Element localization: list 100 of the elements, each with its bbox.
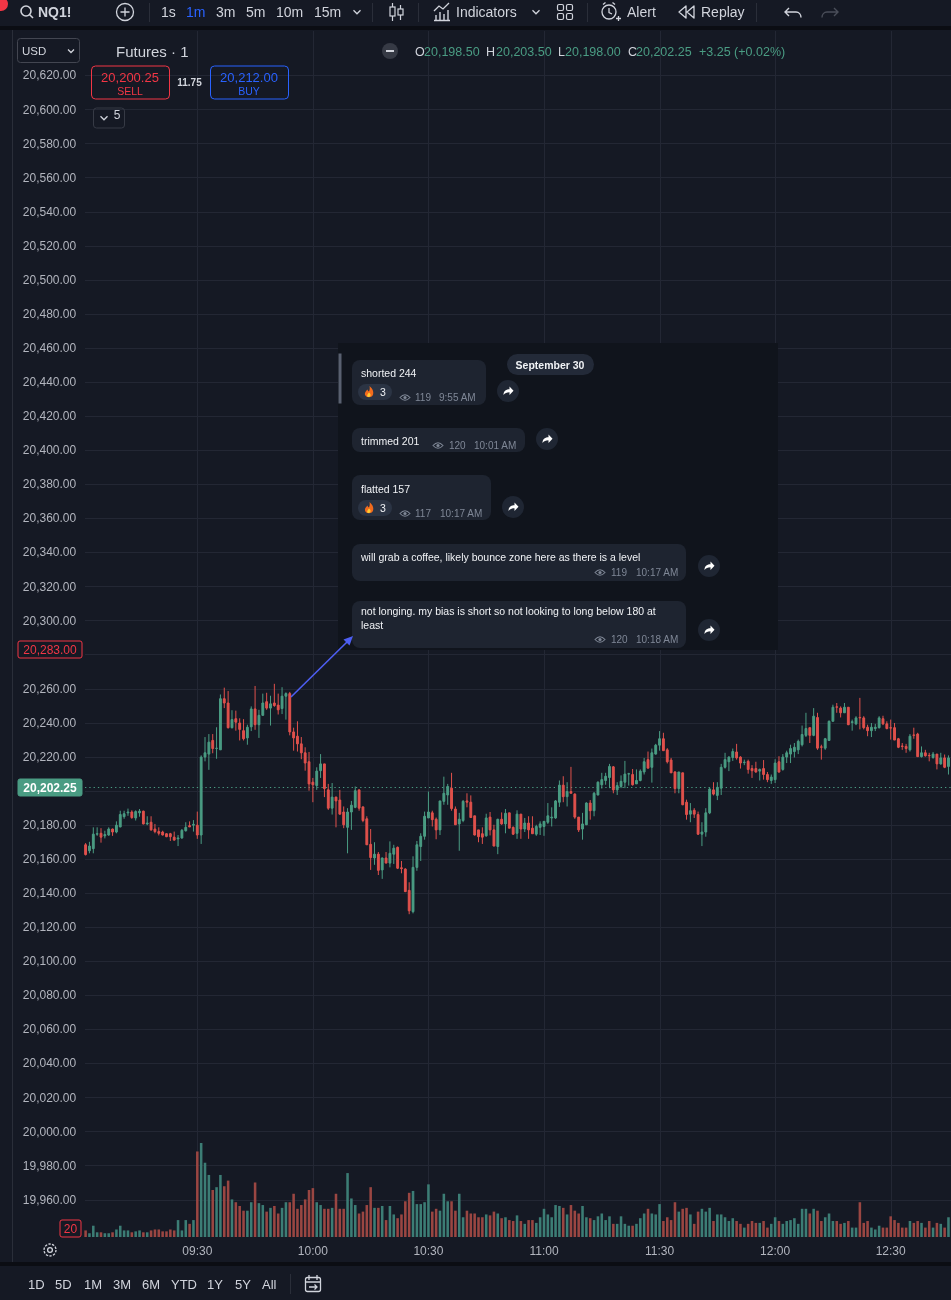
candlestick (943, 754, 947, 769)
bar (165, 1231, 168, 1237)
candlestick (111, 828, 114, 837)
bar (192, 1220, 195, 1237)
bar (627, 1225, 631, 1237)
candlestick (84, 842, 88, 856)
candlestick (931, 751, 935, 760)
candlestick (103, 830, 107, 839)
y-tick-label: 20,380.00 (22, 477, 77, 492)
bar (115, 1229, 118, 1237)
y-tick-label: 20,300.00 (22, 613, 77, 628)
y-tick-label: 20,180.00 (22, 817, 77, 832)
candlestick (646, 751, 650, 769)
candlestick (939, 752, 943, 766)
candlestick (565, 781, 569, 807)
candlestick (392, 844, 396, 865)
y-tick-label: 20,520.00 (22, 238, 77, 253)
bar (523, 1223, 527, 1237)
candlestick (534, 824, 538, 837)
candlestick (519, 813, 523, 840)
bar (743, 1227, 746, 1237)
y-tick-label: 20,500.00 (22, 272, 77, 287)
bar (431, 1211, 434, 1237)
annotation: 117 (415, 508, 432, 519)
text: Alert (627, 4, 656, 20)
text: 20,283.00 (23, 642, 78, 657)
annotation: will grab a coffee, likely bounce zone here as there is a level (360, 551, 641, 563)
candlestick (839, 705, 843, 718)
bar (916, 1221, 919, 1237)
y-tick-label: 20,560.00 (22, 170, 77, 185)
bar (893, 1220, 896, 1237)
bar (558, 1205, 561, 1237)
candlestick (812, 707, 816, 737)
candlestick (242, 718, 245, 741)
text: NQ1! (38, 4, 72, 20)
candlestick (688, 802, 692, 823)
annotation: 120 (449, 440, 467, 451)
candlestick (145, 815, 149, 826)
bar (184, 1220, 188, 1237)
bar (142, 1232, 145, 1237)
bar (477, 1217, 480, 1237)
text: Replay (701, 4, 745, 20)
candlestick (373, 841, 376, 866)
annotation: trimmed 201 (361, 435, 420, 447)
candlestick (881, 715, 885, 726)
y-tick-label: 20,220.00 (22, 749, 77, 764)
candlestick (396, 846, 400, 870)
bar (789, 1220, 792, 1237)
text: 20 (63, 1221, 78, 1236)
candlestick (384, 851, 388, 864)
y-tick-label: 20,020.00 (22, 1090, 77, 1105)
annotation: shorted 244 (361, 367, 417, 379)
bar (500, 1218, 503, 1237)
candlestick (99, 827, 103, 844)
annotation: L (558, 44, 565, 59)
candlestick (904, 743, 908, 754)
y-tick-label: 20,000.00 (22, 1124, 77, 1139)
bar (870, 1227, 873, 1237)
text: 1m (186, 4, 206, 20)
x-tick-label: 10:00 (297, 1243, 329, 1258)
annotation: 10:01 AM (474, 440, 517, 451)
bar (739, 1223, 742, 1237)
candlestick (746, 759, 750, 775)
candlestick (781, 753, 785, 772)
bar (396, 1218, 399, 1237)
y-tick-label: 20,540.00 (22, 204, 77, 219)
bar (939, 1223, 943, 1237)
candlestick (515, 809, 519, 840)
candlestick (496, 818, 500, 855)
annotation: 10:17 AM (440, 508, 483, 519)
annotation: 20,198.50 (424, 44, 480, 59)
candlestick (916, 732, 920, 758)
x-tick-label: 11:00 (529, 1243, 559, 1258)
bar (138, 1230, 141, 1237)
candlestick (523, 817, 527, 833)
candlestick (326, 783, 330, 811)
candlestick (91, 826, 95, 854)
bar (716, 1214, 719, 1237)
candlestick (561, 775, 565, 803)
candlestick (900, 742, 904, 751)
bar (897, 1222, 900, 1237)
candlestick (677, 771, 681, 794)
text: YTD (171, 1276, 197, 1292)
bar (812, 1208, 815, 1237)
candlestick (157, 826, 161, 836)
candlestick (192, 819, 195, 833)
candlestick (877, 715, 881, 730)
text: 3m (216, 4, 236, 20)
candlestick (126, 808, 130, 817)
bar (662, 1221, 665, 1237)
candlestick (927, 752, 931, 762)
bar (889, 1216, 892, 1237)
candlestick (284, 691, 288, 721)
bar (947, 1217, 950, 1237)
text: 6M (142, 1276, 161, 1292)
text: 5D (55, 1276, 72, 1292)
candlestick (138, 808, 141, 818)
bar (265, 1211, 268, 1237)
bar (211, 1190, 214, 1237)
annotation: not longing. my bias is short so not looking to long below 180 at least (361, 604, 656, 631)
